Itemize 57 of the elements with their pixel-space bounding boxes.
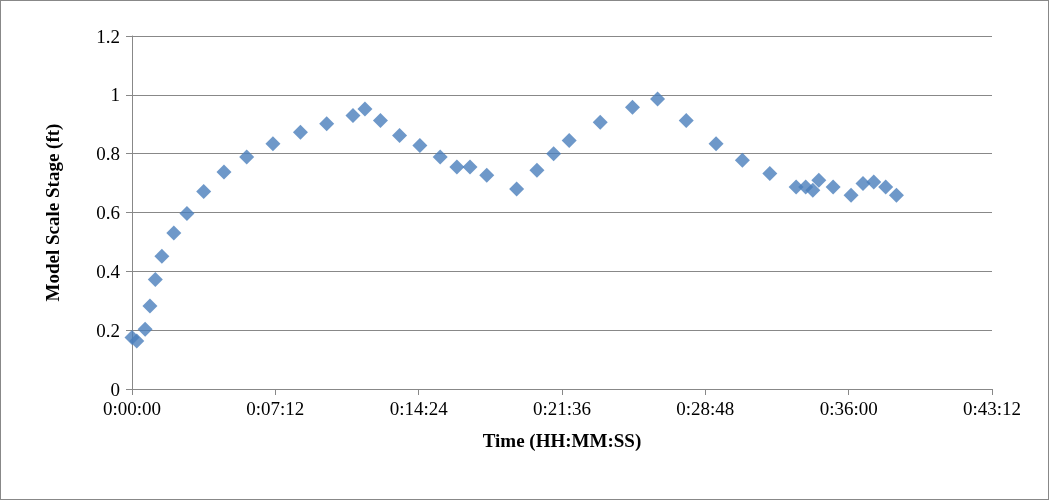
x-tick-label: 0:28:48 [676, 398, 735, 419]
point [265, 136, 281, 152]
point [462, 159, 478, 175]
point [479, 167, 495, 183]
point [650, 91, 666, 107]
x-axis-title: Time (HH:MM:SS) [482, 430, 642, 452]
x-tick-label: 0:43:12 [962, 398, 1022, 419]
point [319, 116, 335, 132]
point [509, 181, 525, 197]
point [888, 187, 904, 203]
y-tick-label: 1.2 [96, 25, 120, 47]
point [142, 298, 158, 314]
point [762, 165, 778, 181]
point [129, 333, 145, 349]
point [357, 101, 373, 117]
y-tick-label: 0 [110, 378, 120, 400]
point [561, 132, 577, 148]
point [825, 179, 841, 195]
point [432, 149, 448, 165]
x-tick-label: 0:36:00 [819, 398, 878, 419]
point [855, 175, 871, 191]
y-tick-label: 0.2 [96, 319, 120, 341]
point [196, 184, 212, 200]
point [372, 112, 388, 128]
point [137, 321, 153, 337]
x-tick-label: 0:21:36 [532, 398, 592, 419]
point [592, 114, 608, 130]
point [805, 182, 821, 198]
point [292, 124, 308, 140]
point [179, 205, 195, 221]
point [843, 187, 859, 203]
x-tick-label: 0:00:00 [102, 398, 162, 419]
point [166, 225, 182, 241]
y-tick-label: 0.8 [96, 143, 120, 165]
point [412, 137, 428, 153]
x-tick-label: 0:14:24 [389, 398, 449, 419]
point [866, 174, 882, 190]
point [878, 179, 894, 195]
point [216, 164, 232, 180]
point [734, 152, 750, 168]
y-axis-title: Model Scale Stage (ft) [42, 123, 64, 302]
point [529, 162, 545, 178]
point [345, 107, 361, 123]
point [708, 136, 724, 152]
y-tick-label: 1 [110, 84, 120, 106]
point [449, 159, 465, 175]
x-tick-label: 0:07:12 [246, 398, 305, 419]
point [811, 172, 827, 188]
point [147, 272, 163, 288]
y-tick-label: 0.6 [96, 202, 120, 223]
point [154, 248, 170, 264]
point [678, 112, 694, 128]
y-tick-label: 0.4 [96, 260, 121, 282]
point [392, 127, 408, 143]
point [546, 146, 562, 162]
point [239, 149, 255, 165]
point [624, 99, 640, 115]
